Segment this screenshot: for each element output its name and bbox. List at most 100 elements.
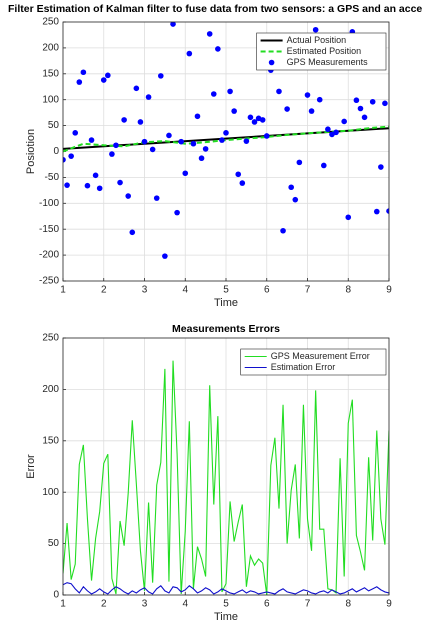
data-point <box>308 108 315 114</box>
data-point <box>76 79 83 85</box>
data-point <box>170 22 176 27</box>
x-tick-label: 9 <box>386 599 392 610</box>
data-point <box>202 146 209 152</box>
data-point <box>190 140 197 147</box>
data-point <box>373 208 380 215</box>
data-point <box>125 193 131 199</box>
y-tick-label: 150 <box>42 68 59 79</box>
data-point <box>321 162 327 169</box>
data-point <box>219 137 225 143</box>
y-tick-label: 0 <box>53 590 59 601</box>
data-point <box>64 182 70 188</box>
data-point <box>72 130 79 136</box>
axes-box <box>62 21 390 282</box>
x-tick-label: 5 <box>223 599 229 610</box>
legend-box <box>240 348 387 376</box>
data-point <box>186 50 193 57</box>
data-point <box>162 253 168 259</box>
data-point <box>113 142 119 149</box>
axes-box <box>62 337 390 596</box>
data-point <box>100 77 107 83</box>
data-point <box>325 126 331 133</box>
series-line <box>63 582 389 595</box>
data-point <box>121 117 127 123</box>
data-point <box>288 184 295 191</box>
data-point <box>357 105 364 112</box>
data-point <box>84 182 91 189</box>
chart-title: Measurements Errors <box>172 323 280 335</box>
data-point <box>63 156 66 163</box>
x-tick-label: 4 <box>182 285 188 296</box>
data-point <box>210 91 217 97</box>
y-tick-label: 200 <box>42 384 59 395</box>
data-point <box>247 114 254 121</box>
y-axis-label: Posiotion <box>25 129 37 174</box>
y-tick-label: 150 <box>42 435 59 446</box>
plot-area <box>63 360 389 595</box>
y-tick-label: -200 <box>39 250 59 261</box>
data-point <box>145 94 152 100</box>
legend-label: Estimation Error <box>271 362 336 372</box>
data-point <box>345 214 352 221</box>
y-tick-label: 100 <box>42 94 59 105</box>
legend-label: GPS Measurement Error <box>271 351 370 361</box>
y-tick-label: 250 <box>42 17 59 28</box>
data-point <box>296 159 303 166</box>
data-point <box>68 153 74 159</box>
data-point <box>174 209 180 216</box>
x-tick-label: 9 <box>386 285 392 296</box>
y-tick-label: 250 <box>42 333 59 344</box>
x-tick-label: 1 <box>60 599 66 610</box>
y-tick-label: 0 <box>53 146 59 157</box>
data-point <box>316 96 323 103</box>
y-tick-label: 50 <box>48 120 60 131</box>
data-point <box>96 185 103 192</box>
y-tick-label: -150 <box>39 224 59 235</box>
legend-label: Actual Position <box>287 35 347 45</box>
data-point <box>133 85 140 92</box>
x-tick-label: 2 <box>101 599 107 610</box>
x-tick-label: 4 <box>182 599 188 610</box>
x-tick-label: 3 <box>142 285 148 296</box>
data-point <box>80 69 87 76</box>
data-point <box>105 72 111 79</box>
data-point <box>137 119 144 125</box>
x-tick-label: 8 <box>345 285 351 296</box>
x-tick-label: 8 <box>345 599 351 610</box>
legend-swatch <box>268 59 275 66</box>
legend-label: GPS Measurements <box>287 57 369 67</box>
data-point <box>153 195 160 201</box>
y-tick-label: -50 <box>45 172 60 183</box>
data-point <box>333 129 339 136</box>
x-tick-label: 1 <box>60 285 66 296</box>
data-point <box>280 227 286 234</box>
y-tick-label: -250 <box>39 276 59 287</box>
data-point <box>158 73 164 79</box>
data-point <box>92 172 99 179</box>
data-point <box>141 138 148 145</box>
data-point <box>223 130 229 136</box>
data-point <box>227 88 233 95</box>
y-tick-label: 200 <box>42 43 59 54</box>
data-point <box>263 133 270 139</box>
y-axis-label: Error <box>25 454 37 479</box>
legend-label: Estimated Position <box>287 46 362 56</box>
data-point <box>341 118 347 125</box>
data-point <box>239 180 246 186</box>
x-tick-label: 6 <box>264 285 270 296</box>
x-tick-label: 7 <box>305 285 311 296</box>
data-point <box>304 92 311 98</box>
x-tick-label: 3 <box>142 599 148 610</box>
data-point <box>231 108 237 114</box>
data-point <box>251 119 258 125</box>
x-tick-label: 7 <box>305 599 311 610</box>
data-point <box>312 26 319 33</box>
data-point <box>386 208 389 214</box>
data-point <box>182 170 189 177</box>
series-line <box>63 360 389 595</box>
data-point <box>353 97 360 104</box>
y-tick-label: -100 <box>39 198 59 209</box>
data-point <box>235 171 242 178</box>
